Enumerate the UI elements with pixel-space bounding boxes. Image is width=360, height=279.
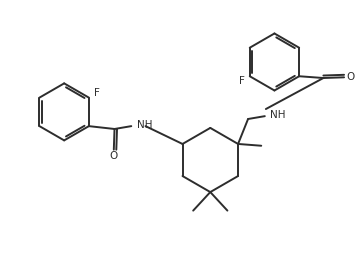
Text: NH: NH [136, 121, 152, 130]
Text: NH: NH [270, 110, 285, 121]
Text: O: O [346, 72, 355, 82]
Text: F: F [94, 88, 100, 98]
Text: F: F [239, 76, 245, 85]
Text: O: O [110, 151, 118, 162]
